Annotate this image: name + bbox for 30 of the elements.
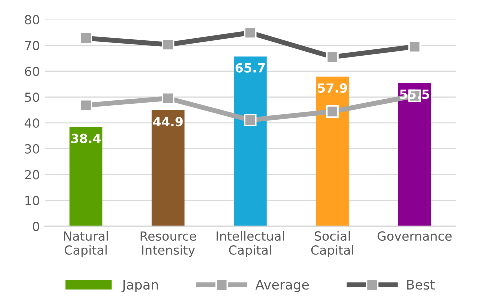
y-tick-label: 10 [26, 196, 40, 206]
legend-label: Average [256, 280, 310, 292]
data-label: 38.4 [72, 134, 102, 144]
y-tick-label: 30 [25, 144, 40, 154]
bar [234, 56, 267, 226]
point [162, 92, 175, 105]
point [80, 99, 92, 112]
y-tick-label: 20 [25, 170, 40, 180]
legend-label: Best [407, 280, 435, 290]
y-tick-label: 0 [33, 222, 40, 232]
legend-label: Japan [122, 280, 158, 292]
x-tick-label: Resource Intensity [140, 232, 196, 258]
y-tick-label: 40 [24, 118, 40, 128]
x-tick-label: Intellectual Capital [216, 231, 284, 258]
point [244, 114, 257, 127]
data-label: 57.9 [318, 84, 348, 93]
bar [398, 83, 432, 226]
data-label: 65.7 [236, 63, 265, 73]
x-tick-label: Social Capital [311, 231, 354, 258]
y-tick-label: 50 [25, 92, 40, 102]
x-tick-label: Governance [378, 232, 452, 242]
point [326, 106, 339, 118]
bar [70, 127, 103, 226]
y-tick-label: 60 [25, 66, 40, 76]
bar [152, 110, 185, 226]
y-tick-label: 80 [25, 15, 40, 25]
bar [316, 76, 350, 226]
y-tick-label: 70 [25, 41, 40, 51]
data-label: 44.9 [153, 117, 183, 127]
x-tick-label: Natural Capital [64, 231, 108, 258]
